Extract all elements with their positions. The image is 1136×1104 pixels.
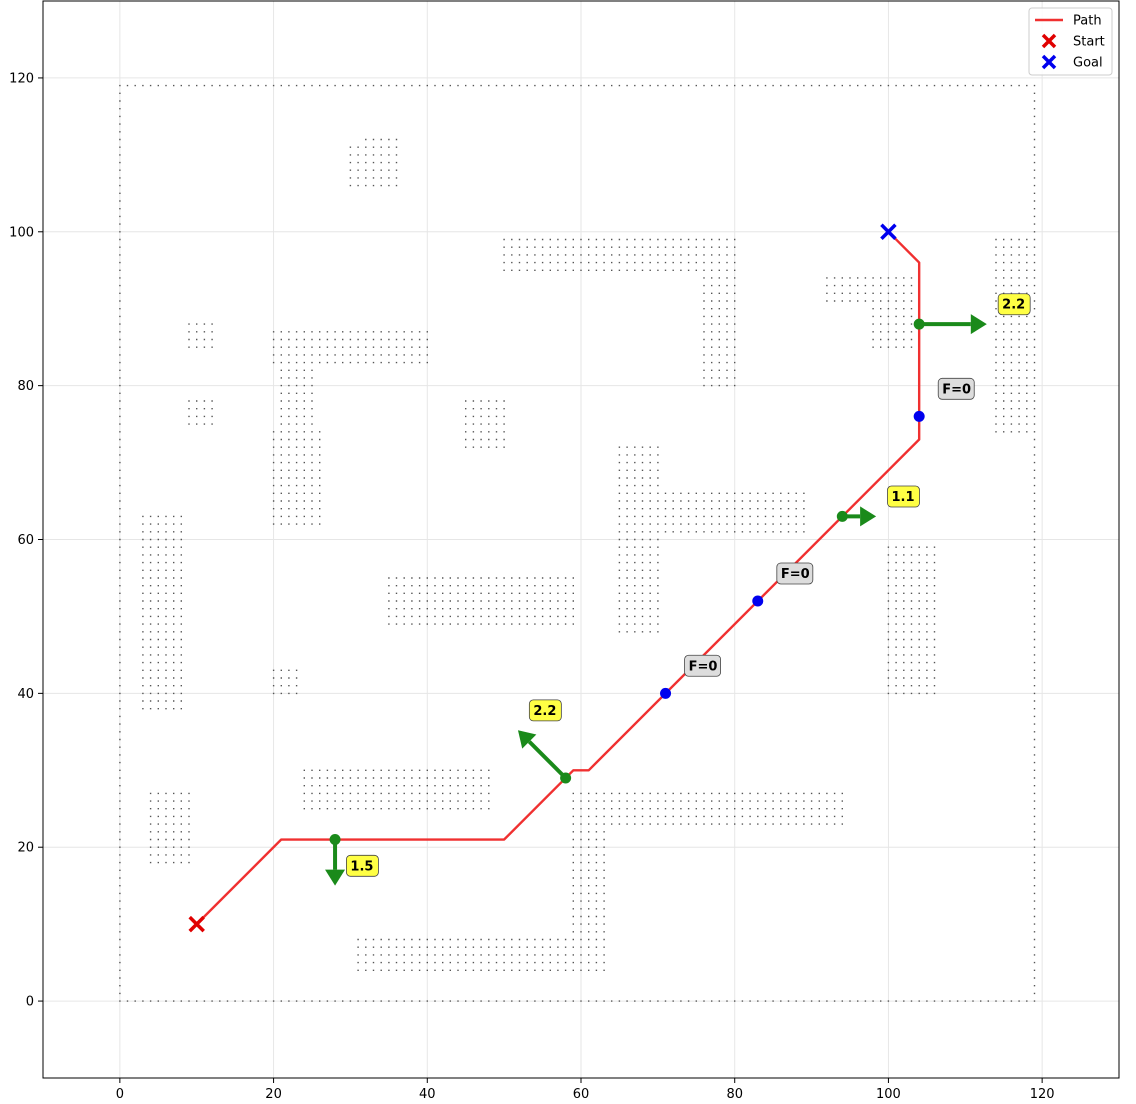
- force-arrow-head: [325, 869, 346, 886]
- y-tick-label: 100: [9, 225, 34, 240]
- y-tick-label: 120: [9, 71, 34, 86]
- force-label-box: [887, 485, 920, 508]
- force-arrow-head: [860, 506, 877, 527]
- x-tick-label: 120: [1030, 1087, 1055, 1102]
- x-tick-label: 80: [726, 1087, 743, 1102]
- x-tick-label: 0: [116, 1087, 124, 1102]
- force-arrow-head: [517, 730, 537, 749]
- force-label: 1.1: [892, 490, 915, 505]
- force-label-box: [528, 699, 562, 722]
- force-point: [329, 834, 341, 846]
- force-label-box: [776, 562, 814, 585]
- force-point: [560, 772, 572, 784]
- x-tick-label: 60: [573, 1087, 590, 1102]
- force-label: F=0: [689, 659, 718, 674]
- axis-ticks: 0 20 40 60 80 100 120 0 20 40 60 80 100 120: [9, 71, 1054, 1102]
- force-arrow-head: [970, 314, 987, 335]
- force-label: F=0: [781, 567, 810, 582]
- legend: Path Start Goal: [1028, 7, 1113, 76]
- start-marker: [188, 915, 205, 933]
- force-label-box: [997, 293, 1031, 316]
- force-label: 2.2: [1002, 298, 1025, 313]
- grid: [43, 1, 1119, 1078]
- force-label-box: [684, 654, 721, 677]
- start-goal-markers: [188, 223, 897, 933]
- planned-path: [195, 230, 921, 925]
- goal-marker: [880, 223, 897, 241]
- legend-swatch-start: [1041, 33, 1057, 49]
- force-vectors: 1.5 2.2 F=0 F=0 1.1 F=0 2.2: [325, 293, 1031, 886]
- force-label: 1.5: [350, 859, 373, 874]
- zero-force-point: [660, 687, 672, 699]
- y-tick-label: 0: [26, 995, 34, 1010]
- x-tick-label: 20: [265, 1087, 282, 1102]
- force-label-box: [346, 854, 379, 877]
- legend-box: [1028, 7, 1113, 76]
- path-line: [195, 230, 921, 925]
- zero-force-point: [752, 595, 764, 607]
- y-tick-label: 20: [17, 841, 34, 856]
- force-label-box: [937, 377, 975, 400]
- force-point: [836, 510, 848, 522]
- force-arrow-shaft: [527, 740, 568, 780]
- x-tick-label: 100: [876, 1087, 901, 1102]
- y-tick-label: 60: [17, 533, 34, 548]
- force-label: F=0: [942, 382, 971, 397]
- x-tick-label: 40: [419, 1087, 436, 1102]
- force-label: 2.2: [533, 704, 556, 719]
- y-tick-label: 80: [17, 379, 34, 394]
- zero-force-point: [913, 410, 925, 422]
- legend-label-goal: Goal: [1073, 56, 1103, 71]
- force-point: [913, 318, 925, 330]
- legend-label-start: Start: [1073, 35, 1105, 50]
- y-tick-label: 40: [17, 687, 34, 702]
- legend-label-path: Path: [1073, 14, 1102, 29]
- legend-swatch-goal: [1041, 54, 1057, 70]
